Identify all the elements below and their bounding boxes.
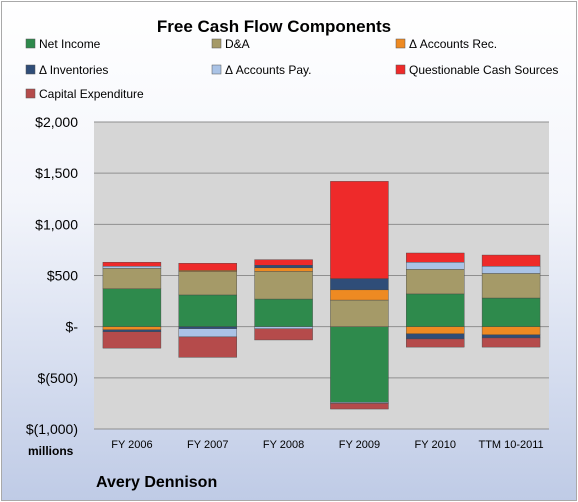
bar-capital-expenditure-fy-2009 — [330, 403, 389, 410]
y-tick-label: $2,000 — [35, 114, 78, 130]
legend-swatch-net-income — [25, 38, 36, 49]
bar-danda-fy-2009 — [330, 299, 389, 327]
legend-swatch-questionable-cash-sources — [395, 64, 406, 75]
bar-questionable-cash-sources-fy-2008 — [254, 259, 313, 266]
bar-delta-accounts-pay-ttm-10-2011 — [481, 266, 541, 274]
y-tick-label: $(500) — [38, 370, 78, 386]
bar-questionable-cash-sources-fy-2010 — [406, 252, 465, 263]
bar-danda-fy-2007 — [178, 271, 237, 296]
company-name: Avery Dennison — [96, 474, 217, 491]
legend-label-questionable-cash-sources: Questionable Cash Sources — [409, 63, 558, 77]
legend-label-delta-accounts-rec: Δ Accounts Rec. — [409, 37, 497, 51]
chart-title: Free Cash Flow Components — [157, 17, 391, 36]
bar-delta-accounts-rec-fy-2010 — [406, 326, 465, 335]
x-tick-label: FY 2010 — [415, 439, 456, 451]
bars — [102, 181, 541, 410]
gridlines — [94, 121, 549, 430]
legend-swatch-danda — [211, 38, 222, 49]
bar-capital-expenditure-fy-2010 — [406, 338, 465, 348]
legend-swatch-delta-inventories — [25, 64, 36, 75]
y-axis: $2,000 $1,500 $1,000 $500 $- $(500) $(1,000) — [26, 114, 78, 437]
legend: Net Income D&A Δ Accounts Rec. Δ Inventorie… — [25, 37, 558, 101]
bar-danda-fy-2006 — [102, 268, 162, 290]
y-tick-label: $1,000 — [35, 216, 78, 232]
legend-label-capital-expenditure: Capital Expenditure — [39, 87, 144, 101]
bar-delta-inventories-fy-2010 — [406, 333, 465, 340]
bar-capital-expenditure-fy-2006 — [102, 331, 162, 349]
bar-net-income-fy-2010 — [406, 293, 465, 327]
legend-label-delta-inventories: Δ Inventories — [39, 63, 108, 77]
bar-questionable-cash-sources-ttm-10-2011 — [481, 254, 541, 267]
x-tick-label: FY 2006 — [111, 439, 152, 451]
bar-capital-expenditure-ttm-10-2011 — [481, 337, 541, 348]
bar-net-income-fy-2009 — [330, 326, 389, 403]
bar-delta-accounts-rec-fy-2009 — [330, 289, 389, 301]
bar-capital-expenditure-fy-2008 — [254, 328, 313, 341]
legend-label-net-income: Net Income — [39, 37, 101, 51]
y-tick-label: $- — [66, 319, 79, 335]
legend-swatch-capital-expenditure — [25, 88, 36, 99]
y-tick-label: $500 — [47, 268, 78, 284]
bar-questionable-cash-sources-fy-2007 — [178, 263, 237, 271]
bar-questionable-cash-sources-fy-2006 — [102, 261, 162, 267]
bar-delta-inventories-fy-2008 — [254, 265, 313, 269]
bar-danda-fy-2008 — [254, 271, 313, 300]
bar-delta-accounts-rec-fy-2008 — [254, 267, 313, 272]
bar-delta-inventories-ttm-10-2011 — [481, 334, 541, 339]
x-tick-label: FY 2008 — [263, 439, 304, 451]
bar-danda-fy-2010 — [406, 269, 465, 295]
x-tick-label: FY 2009 — [339, 439, 380, 451]
bar-delta-accounts-pay-fy-2006 — [102, 266, 162, 269]
bar-delta-accounts-pay-fy-2010 — [406, 261, 465, 270]
bar-capital-expenditure-fy-2007 — [178, 336, 237, 358]
bar-net-income-fy-2008 — [254, 298, 313, 327]
x-tick-label: TTM 10-2011 — [478, 439, 543, 451]
bar-delta-accounts-rec-ttm-10-2011 — [481, 326, 541, 336]
x-axis: FY 2006 FY 2007 FY 2008 FY 2009 FY 2010 TTM 1… — [111, 439, 543, 451]
legend-label-danda: D&A — [225, 37, 250, 51]
bar-danda-ttm-10-2011 — [481, 273, 541, 299]
bar-net-income-fy-2006 — [102, 288, 162, 327]
bar-net-income-fy-2007 — [178, 294, 237, 327]
units-label: millions — [28, 444, 74, 458]
legend-swatch-delta-accounts-rec — [395, 38, 406, 49]
y-tick-label: $(1,000) — [26, 421, 78, 437]
bar-delta-accounts-pay-fy-2007 — [178, 328, 237, 338]
bar-delta-inventories-fy-2006 — [102, 329, 162, 332]
bar-delta-inventories-fy-2009 — [330, 278, 389, 291]
bar-delta-accounts-pay-fy-2008 — [254, 326, 313, 329]
bar-net-income-ttm-10-2011 — [481, 297, 541, 327]
legend-swatch-delta-accounts-pay — [211, 64, 222, 75]
legend-label-delta-accounts-pay: Δ Accounts Pay. — [225, 63, 312, 77]
bar-delta-inventories-fy-2007 — [178, 326, 237, 329]
y-tick-label: $1,500 — [35, 165, 78, 181]
bar-questionable-cash-sources-fy-2009 — [330, 181, 389, 279]
bar-delta-accounts-rec-fy-2006 — [102, 326, 162, 330]
x-tick-label: FY 2007 — [187, 439, 228, 451]
